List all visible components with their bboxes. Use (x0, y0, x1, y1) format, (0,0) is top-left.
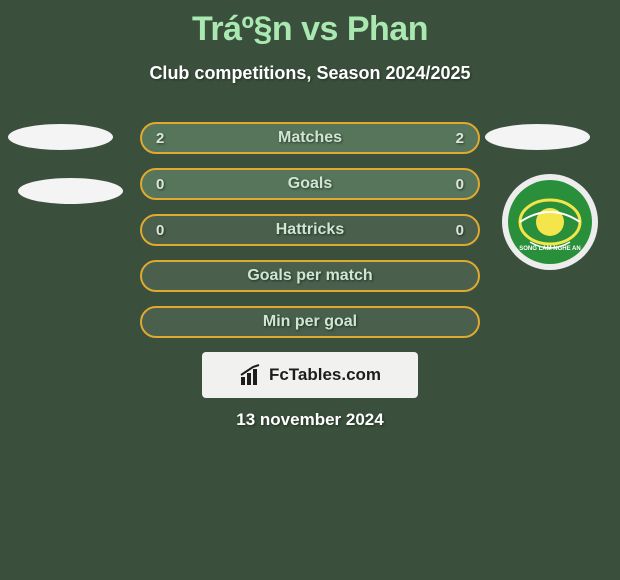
club-badge-svg: SONG LAM NGHE AN (500, 172, 600, 272)
stat-matches-label: Matches (278, 129, 342, 147)
stats-column: 2 Matches 2 0 Goals 0 0 Hattricks 0 Goal… (140, 122, 480, 352)
stat-row-goals: 0 Goals 0 (140, 168, 480, 200)
svg-text:SONG LAM NGHE AN: SONG LAM NGHE AN (519, 246, 580, 252)
date-text: 13 november 2024 (0, 410, 620, 430)
chart-icon (239, 363, 263, 387)
stat-row-goals-per-match: Goals per match (140, 260, 480, 292)
brand-box[interactable]: FcTables.com (202, 352, 418, 398)
subtitle: Club competitions, Season 2024/2025 (0, 63, 620, 84)
stat-mpg-label: Min per goal (263, 313, 357, 331)
stat-matches-left: 2 (156, 130, 164, 147)
stat-row-min-per-goal: Min per goal (140, 306, 480, 338)
player-right-avatar (485, 124, 590, 150)
stat-goals-right: 0 (456, 176, 464, 193)
stat-hattricks-label: Hattricks (276, 221, 344, 239)
stat-hattricks-left: 0 (156, 222, 164, 239)
player-left-avatar-1 (8, 124, 113, 150)
club-badge-right: SONG LAM NGHE AN (500, 172, 600, 272)
stat-row-hattricks: 0 Hattricks 0 (140, 214, 480, 246)
player-left-avatar-2 (18, 178, 123, 204)
brand-text: FcTables.com (269, 365, 381, 385)
stat-gpm-label: Goals per match (247, 267, 372, 285)
stat-row-matches: 2 Matches 2 (140, 122, 480, 154)
stat-matches-right: 2 (456, 130, 464, 147)
page-title: Tráº§n vs Phan (0, 0, 620, 49)
stat-hattricks-right: 0 (456, 222, 464, 239)
stat-goals-label: Goals (288, 175, 332, 193)
stat-goals-left: 0 (156, 176, 164, 193)
